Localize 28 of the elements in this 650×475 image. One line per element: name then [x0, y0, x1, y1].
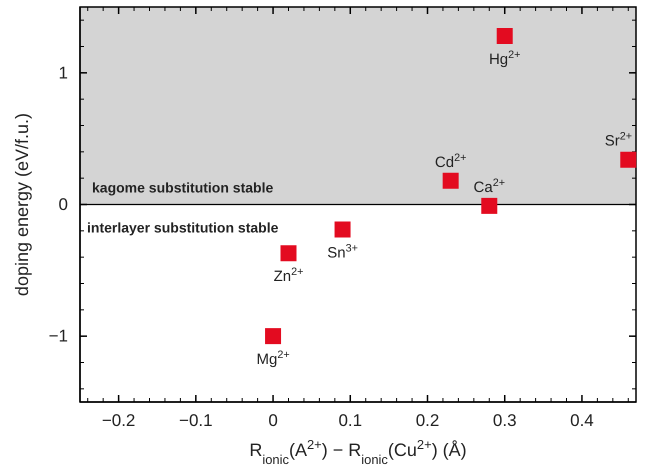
- x-tick-label: 0.3: [492, 411, 517, 430]
- band-label: kagome substitution stable: [92, 180, 274, 196]
- x-tick-label: −0.1: [179, 411, 213, 430]
- point: [265, 328, 282, 344]
- y-tick-label: 1: [58, 63, 68, 82]
- y-tick-label: −1: [48, 326, 68, 346]
- data-label: Mg$^{2+}$: [256, 349, 290, 368]
- point: [442, 172, 459, 189]
- point: [280, 245, 296, 262]
- data-label: Cd$^{2+}$: [434, 152, 466, 171]
- x-tick-label: −0.2: [102, 411, 136, 430]
- y-tick-label: 0: [58, 194, 68, 214]
- y-axis-title: doping energy (eV/f.u.): [12, 112, 32, 296]
- ref-line-label: interlayer substitution stable: [87, 220, 279, 236]
- data-label: Sn$^{3+}$: [327, 242, 358, 262]
- point: [334, 222, 351, 238]
- point: [481, 198, 498, 214]
- point: [496, 28, 513, 44]
- text: R$_{ionic}$(A$^{2+}$) − R$_{ionic}$(Cu$^{2+}$) (Å): [249, 436, 467, 466]
- data-label: Zn$^{2+}$: [274, 266, 304, 286]
- data-label: Hg$^{2+}$: [488, 48, 520, 68]
- x-tick-label: 0.2: [416, 411, 440, 430]
- x-tick-label: 0.4: [570, 411, 594, 430]
- data-label: Sr$^{2+}$: [604, 130, 632, 150]
- x-tick-label: 0: [268, 411, 278, 430]
- point: [620, 152, 636, 168]
- x-tick-label: 0.1: [338, 411, 362, 430]
- data-label: Ca$^{2+}$: [474, 176, 506, 196]
